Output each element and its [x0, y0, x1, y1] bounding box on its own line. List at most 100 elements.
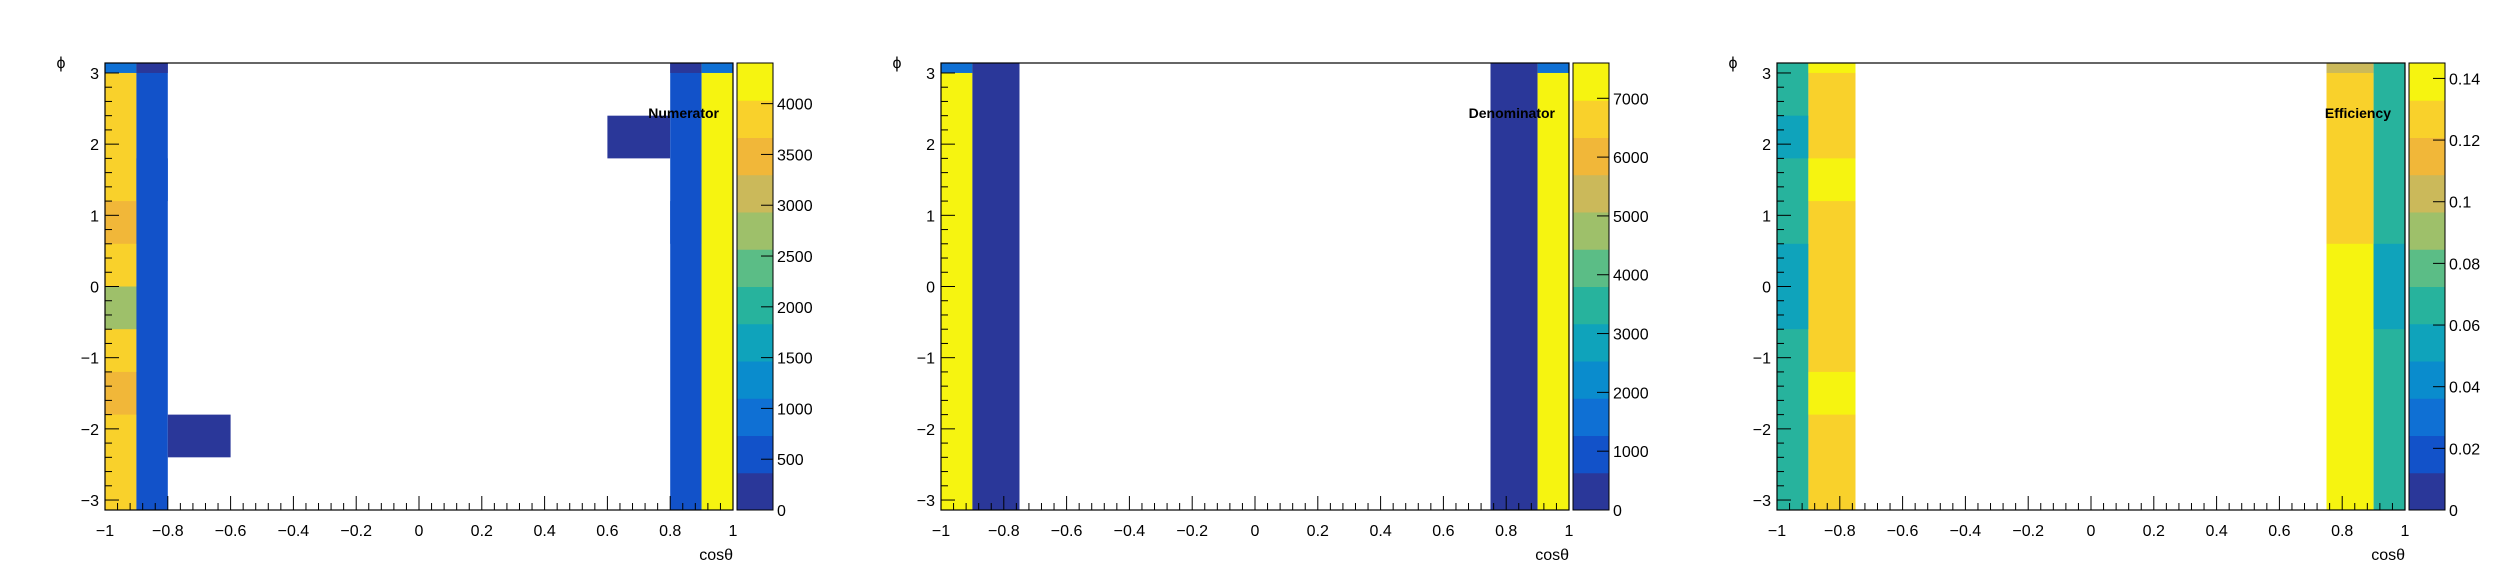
- x-tick-label: −1: [1768, 523, 1786, 540]
- palette-frame: [2408, 62, 2446, 511]
- y-tick-label: 0: [90, 280, 99, 297]
- x-tick-label: 0.4: [1369, 523, 1391, 540]
- y-tick-label: −1: [81, 351, 99, 368]
- color-palette: 0 1000 2000 3000 4000 5000 6000 7000: [1572, 62, 1649, 520]
- x-tick-label: 0: [1251, 523, 1260, 540]
- y-tick-label: 1: [90, 208, 99, 225]
- heatmap-cell: [136, 63, 168, 73]
- palette-swatch: [1573, 398, 1609, 436]
- y-tick-label: 2: [90, 137, 99, 154]
- palette-tick-label: 0: [1613, 503, 1622, 520]
- x-tick-label: −1: [96, 523, 114, 540]
- y-tick-label: −3: [81, 493, 99, 510]
- x-tick-label: 0.8: [659, 523, 681, 540]
- palette-swatch: [1573, 361, 1609, 399]
- x-tick-label: −1: [932, 523, 950, 540]
- y-tick-label: 3: [926, 66, 935, 83]
- heatmap-cell: [1537, 63, 1569, 73]
- palette-swatch: [737, 212, 773, 250]
- x-tick-label: −0.6: [215, 523, 247, 540]
- heatmap-cell: [1808, 63, 1856, 73]
- y-tick-label: 3: [1762, 66, 1771, 83]
- x-tick-label: −0.4: [1114, 523, 1146, 540]
- palette-frame: [736, 62, 774, 511]
- palette-tick-label: 3000: [1613, 327, 1649, 344]
- y-tick-label: −1: [917, 351, 935, 368]
- x-tick-label: −0.8: [988, 523, 1020, 540]
- palette-swatch: [2409, 100, 2445, 138]
- color-palette: 0 0.02 0.04 0.06 0.08 0.1 0.12 0.14: [2408, 62, 2480, 520]
- palette-tick-label: 0: [777, 503, 786, 520]
- heatmap-cell: [1808, 371, 1856, 415]
- x-tick-label: 0: [415, 523, 424, 540]
- x-tick-label: −0.2: [2012, 523, 2044, 540]
- palette-tick-label: 0.1: [2449, 195, 2471, 212]
- y-tick-label: 2: [926, 137, 935, 154]
- palette-swatch: [2409, 286, 2445, 325]
- palette-swatch: [1573, 137, 1609, 176]
- heatmap-cell: [701, 63, 733, 73]
- x-tick-label: 1: [2401, 523, 2410, 540]
- y-tick-label: −1: [1753, 351, 1771, 368]
- plot-area: [941, 63, 1569, 510]
- x-tick-label: 0.8: [1495, 523, 1517, 540]
- palette-swatch: [737, 472, 773, 511]
- palette-swatch: [1573, 100, 1609, 138]
- palette-tick-label: 2500: [777, 249, 813, 266]
- palette-swatch: [737, 398, 773, 436]
- y-axis-title: ϕ: [1729, 55, 1738, 72]
- y-tick-label: 0: [1762, 280, 1771, 297]
- palette-swatch: [1573, 249, 1609, 287]
- palette-tick-label: 0.02: [2449, 441, 2480, 458]
- heatmap-cell: [670, 63, 702, 73]
- palette-tick-label: 2000: [777, 300, 813, 317]
- x-axis-title: cosθ: [1535, 547, 1569, 564]
- heatmap-cell: [105, 201, 137, 244]
- palette-tick-label: 0.08: [2449, 256, 2480, 273]
- x-tick-label: 0.4: [2205, 523, 2227, 540]
- palette-tick-label: 2000: [1613, 385, 1649, 402]
- heatmap-cell: [105, 371, 137, 415]
- x-tick-label: −0.8: [152, 523, 184, 540]
- heatmap-cell: [2326, 63, 2374, 73]
- color-palette: 0 500 1000 1500 2000 2500 3000 3500 4000: [736, 62, 813, 520]
- palette-tick-label: 0.14: [2449, 71, 2480, 88]
- palette-tick-label: 3500: [777, 147, 813, 164]
- heatmap-cell: [105, 286, 137, 330]
- panel-title: Efficiency: [2325, 105, 2391, 121]
- x-tick-label: −0.6: [1887, 523, 1919, 540]
- palette-swatch: [2409, 323, 2445, 362]
- heatmap-cell: [1537, 63, 1569, 510]
- palette-swatch: [737, 137, 773, 176]
- heatmap-cell: [1777, 115, 1809, 159]
- palette-tick-label: 0.12: [2449, 133, 2480, 150]
- heatmap-cell: [2373, 243, 2405, 330]
- palette-swatch: [2409, 472, 2445, 511]
- heatmap-cell: [941, 63, 973, 73]
- x-tick-label: −0.4: [1950, 523, 1982, 540]
- palette-swatch: [2409, 212, 2445, 250]
- palette-swatch: [1573, 435, 1609, 474]
- heatmap-cell: [1808, 63, 1856, 510]
- palette-frame: [1572, 62, 1610, 511]
- palette-tick-label: 0.04: [2449, 380, 2480, 397]
- palette-swatch: [2409, 249, 2445, 287]
- heatmap-cell: [136, 158, 168, 202]
- heatmap-cell: [105, 63, 137, 73]
- panel-title: Denominator: [1469, 105, 1556, 121]
- y-tick-label: 1: [1762, 208, 1771, 225]
- palette-swatch: [2409, 435, 2445, 474]
- palette-tick-label: 1000: [777, 401, 813, 418]
- heatmap-panel-efficiency: −1 −0.8 −0.6 −0.4 −0.2 0 0.2 0.4 0.6 0.8 1 −3 −2 −1 0 1…: [1729, 55, 2481, 564]
- y-tick-label: −2: [917, 422, 935, 439]
- palette-tick-label: 6000: [1613, 150, 1649, 167]
- palette-swatch: [2409, 398, 2445, 436]
- palette-tick-label: 4000: [777, 97, 813, 114]
- x-tick-label: −0.4: [278, 523, 310, 540]
- palette-swatch: [737, 100, 773, 138]
- y-axis-title: ϕ: [57, 55, 66, 72]
- x-tick-label: −0.6: [1051, 523, 1083, 540]
- heatmap-cell: [136, 63, 168, 510]
- x-tick-label: 1: [1565, 523, 1574, 540]
